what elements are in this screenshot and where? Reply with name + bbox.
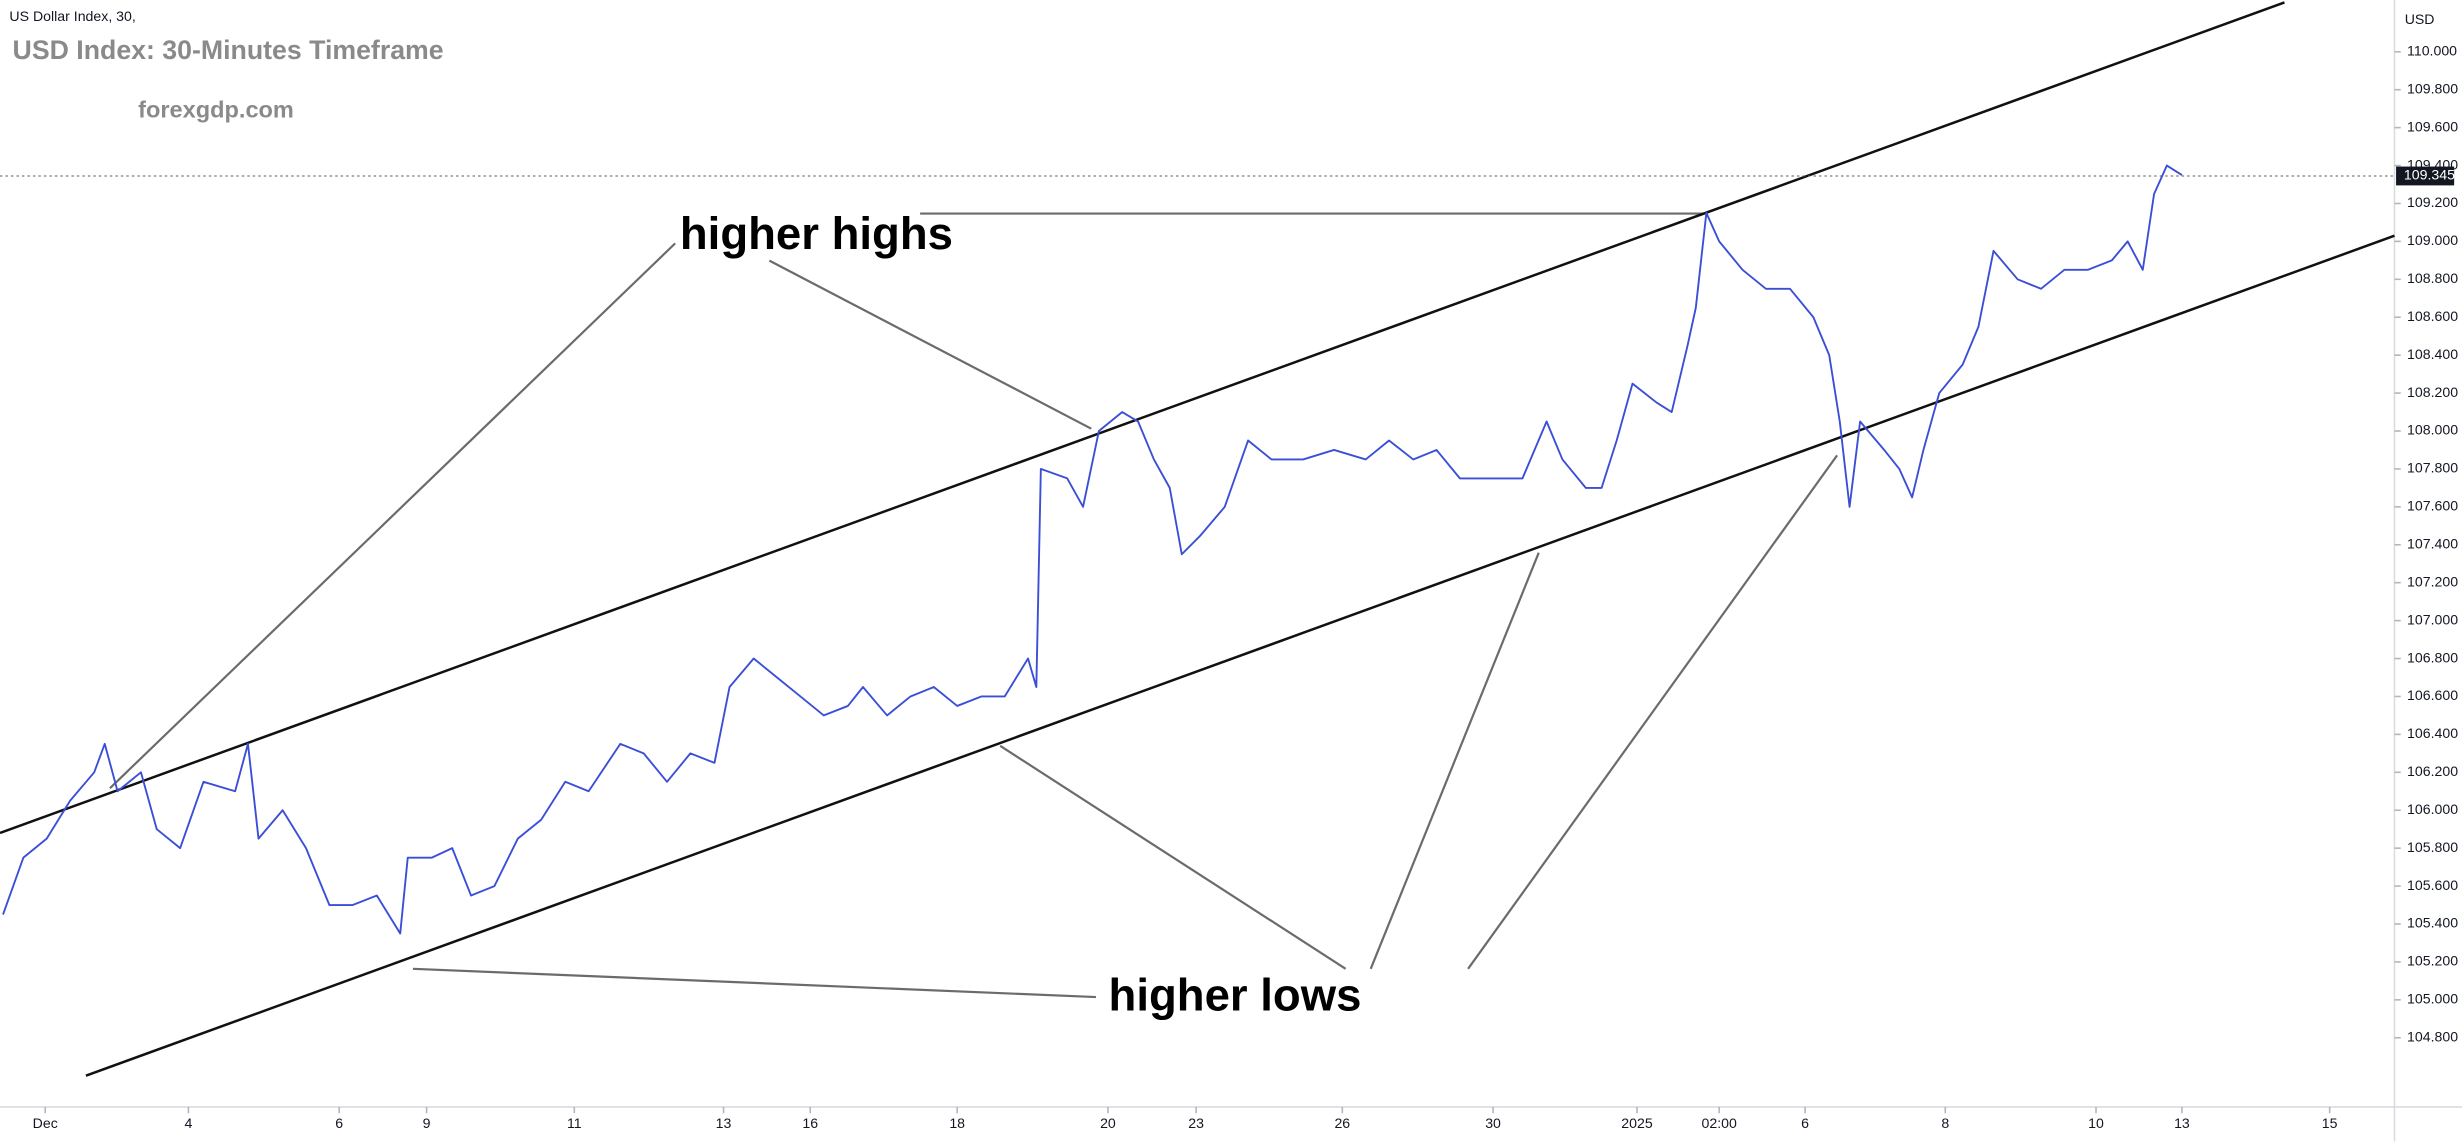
y-axis-label: USD xyxy=(2405,11,2435,27)
x-tick-label: 13 xyxy=(716,1115,732,1131)
channel-line xyxy=(85,234,2395,1077)
y-tick-label: 105.600 xyxy=(2407,877,2458,893)
x-tick-label: 30 xyxy=(1485,1115,1501,1131)
y-tick-label: 106.800 xyxy=(2407,649,2458,665)
x-tick-label: 26 xyxy=(1334,1115,1350,1131)
pointer-line xyxy=(109,242,676,790)
y-tick-label: 105.800 xyxy=(2407,839,2458,855)
y-tick-label: 109.600 xyxy=(2407,118,2458,134)
y-tick-label: 108.400 xyxy=(2407,346,2458,362)
last-price-box xyxy=(2396,166,2455,186)
annotation-pointers xyxy=(0,1,2395,1077)
x-tick-label: 11 xyxy=(567,1115,582,1131)
x-tick-label: 10 xyxy=(2088,1115,2104,1131)
x-tick-label: 2025 xyxy=(1621,1115,1653,1131)
y-tick-label: 106.200 xyxy=(2407,763,2458,779)
last-price-label: 109.345 xyxy=(2404,167,2455,183)
y-tick-label: 105.200 xyxy=(2407,953,2458,969)
y-tick-label: 106.000 xyxy=(2407,801,2458,817)
y-tick-label: 107.000 xyxy=(2407,611,2458,627)
y-tick-label: 105.400 xyxy=(2407,915,2458,931)
y-tick-label: 110.000 xyxy=(2407,43,2457,59)
pointer-line xyxy=(1369,552,1540,970)
x-tick-label: Dec xyxy=(33,1115,58,1131)
x-tick-label: 18 xyxy=(949,1115,965,1131)
y-tick-label: 109.200 xyxy=(2407,194,2458,210)
y-tick-label: 107.400 xyxy=(2407,536,2458,552)
watermark: forexgdp.com xyxy=(138,97,294,123)
y-tick-label: 106.400 xyxy=(2407,725,2458,741)
x-tick-label: 4 xyxy=(184,1115,192,1131)
symbol: US Dollar Index, 30, xyxy=(9,8,135,24)
annotation: higher highs xyxy=(680,208,953,259)
x-tick-label: 8 xyxy=(1941,1115,1949,1131)
y-tick-label: 107.600 xyxy=(2407,498,2458,514)
y-tick-label: 105.000 xyxy=(2407,991,2458,1007)
x-tick-label: 02:00 xyxy=(1701,1115,1736,1131)
chart-title: USD Index: 30-Minutes Timeframe xyxy=(13,35,444,65)
x-tick-label: 13 xyxy=(2174,1115,2190,1131)
y-tick-label: 108.600 xyxy=(2407,308,2458,324)
y-tick-label: 106.600 xyxy=(2407,687,2458,703)
channel-line xyxy=(0,1,2285,835)
x-tick-label: 15 xyxy=(2322,1115,2338,1131)
y-tick-label: 109.800 xyxy=(2407,80,2458,96)
pointer-line xyxy=(999,744,1347,970)
pointer-line xyxy=(1467,454,1838,970)
x-tick-label: 20 xyxy=(1100,1115,1116,1131)
y-tick-label: 107.800 xyxy=(2407,460,2458,476)
price-line xyxy=(2,164,2183,935)
x-tick-label: 6 xyxy=(1801,1115,1809,1131)
y-tick-label: 107.200 xyxy=(2407,573,2458,589)
y-tick-label: 108.200 xyxy=(2407,384,2458,400)
pointer-line xyxy=(768,259,1092,430)
x-tick-label: 6 xyxy=(335,1115,343,1131)
y-tick-label: 108.800 xyxy=(2407,270,2458,286)
y-tick-label: 104.800 xyxy=(2407,1028,2458,1044)
annotation: higher lows xyxy=(1109,970,1362,1021)
x-tick-label: 23 xyxy=(1188,1115,1204,1131)
x-tick-label: 9 xyxy=(423,1115,431,1131)
x-tick-label: 16 xyxy=(802,1115,818,1131)
y-tick-label: 108.000 xyxy=(2407,422,2458,438)
y-tick-label: 109.000 xyxy=(2407,232,2458,248)
pointer-line xyxy=(412,967,1097,999)
